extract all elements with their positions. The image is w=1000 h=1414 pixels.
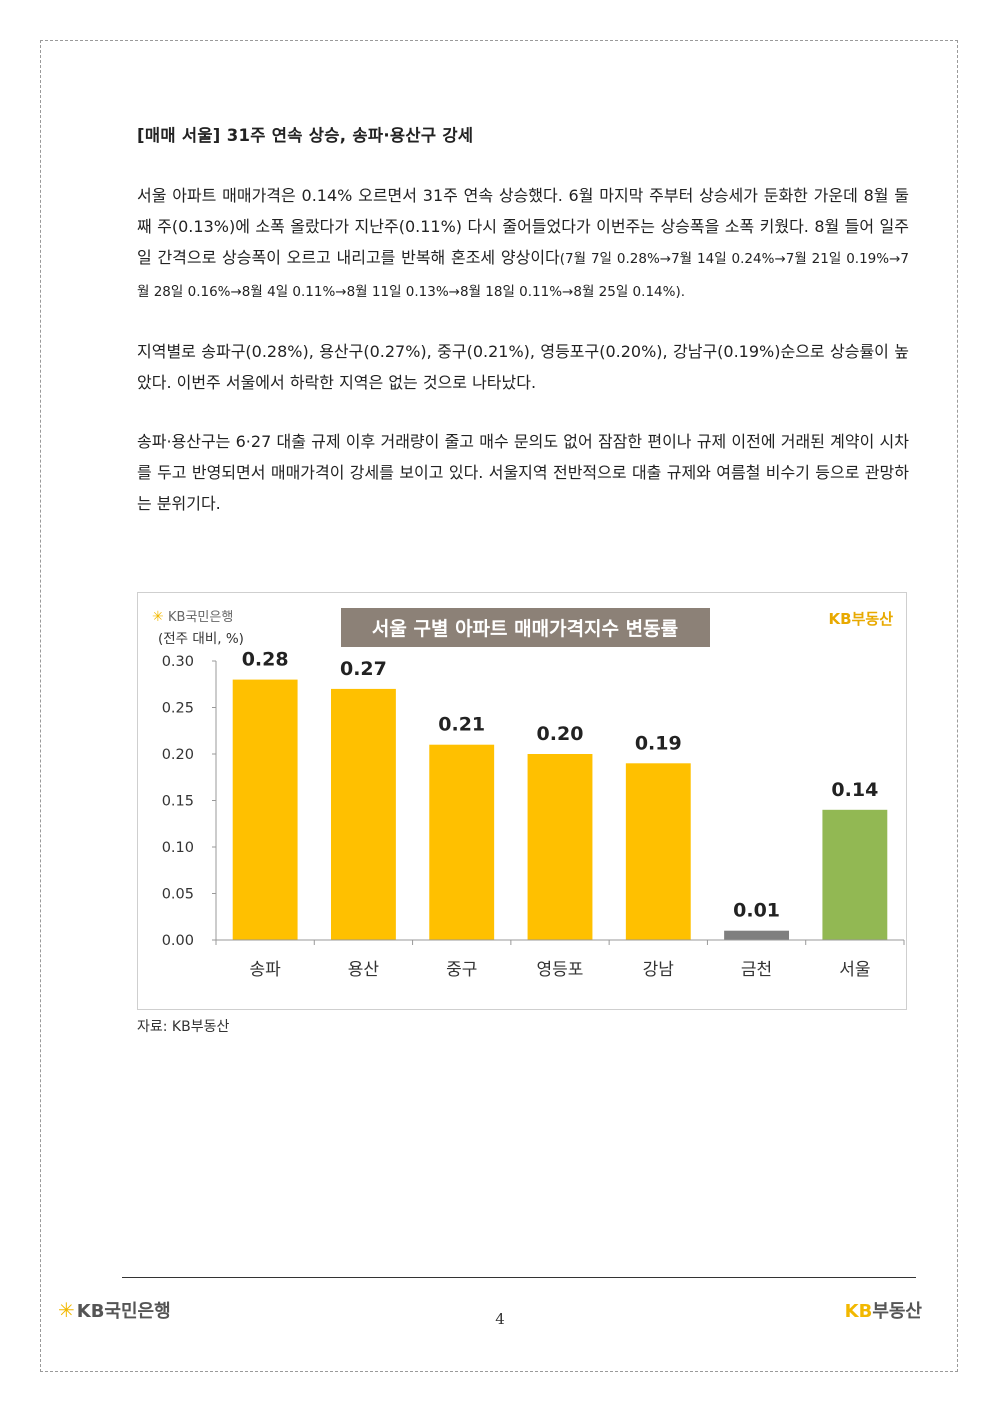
chart-logo-right: KB부동산: [829, 610, 894, 628]
y-tick-label: 0.15: [162, 794, 194, 810]
y-axis: 0.00 0.05 0.10 0.15 0.20 0.25 0.30: [162, 654, 217, 949]
x-category-label: 중구: [446, 960, 477, 980]
bar-chart-svg: ✳ KB국민은행 (전주 대비, %) 서울 구별 아파트 매매가격지수 변동률…: [152, 608, 905, 980]
kb-star-icon: ✳: [58, 1298, 75, 1322]
section-heading: [매매 서울] 31주 연속 상승, 송파·용산구 강세: [137, 126, 474, 145]
page-frame: [40, 40, 958, 1372]
y-tick-label: 0.10: [162, 840, 194, 856]
x-category-label: 금천: [741, 960, 772, 980]
chart-logo-left-text: KB국민은행: [168, 609, 233, 625]
bars: 0.28 0.27 0.21 0.20 0.19 0.01 0.14: [232, 649, 888, 940]
y-axis-unit-label: (전주 대비, %): [158, 631, 244, 647]
bar-용산: [330, 688, 396, 940]
bar-value-label: 0.28: [242, 649, 289, 671]
chart-title-background: [341, 608, 710, 647]
bar-value-label: 0.01: [733, 900, 780, 922]
bar-chart: ✳ KB국민은행 (전주 대비, %) 서울 구별 아파트 매매가격지수 변동률…: [137, 592, 907, 1010]
y-tick-label: 0.05: [162, 887, 194, 903]
x-category-label: 강남: [643, 960, 675, 980]
bar-서울: [822, 809, 888, 940]
chart-logo-left: ✳ KB국민은행: [152, 609, 233, 625]
x-category-label: 용산: [348, 960, 380, 980]
bar-금천: [724, 930, 790, 940]
x-category-label: 송파: [250, 960, 282, 980]
kb-star-icon: ✳: [152, 609, 164, 625]
bar-강남: [625, 763, 691, 940]
paragraph-1-main: 서울 아파트 매매가격은 0.14% 오르면서 31주 연속 상승했다. 6월 …: [137, 186, 909, 267]
footer-logo-left-text: KB국민은행: [76, 1301, 171, 1322]
footer-logo-right-kb: KB: [844, 1301, 873, 1322]
bar-value-label: 0.14: [831, 779, 878, 801]
bar-value-label: 0.27: [340, 658, 387, 680]
bar-value-label: 0.19: [635, 732, 682, 754]
y-tick-label: 0.20: [162, 747, 194, 763]
paragraph-3: 송파·용산구는 6·27 대출 규제 이후 거래량이 줄고 매수 문의도 없어 …: [137, 432, 909, 513]
y-tick-label: 0.00: [162, 933, 194, 949]
paragraph-1-detail: (7월 7일 0.28%→7월 14일 0.24%→7월 21일 0.19%→7…: [137, 251, 909, 300]
bar-value-label: 0.21: [438, 714, 485, 736]
footer-divider: [122, 1277, 916, 1278]
footer-logo-kb-realestate: KB부동산: [845, 1297, 922, 1323]
x-axis: 송파 용산 중구 영등포 강남 금천 서울: [215, 939, 905, 980]
bar-value-label: 0.20: [537, 723, 584, 745]
y-tick-label: 0.30: [162, 654, 194, 670]
article-body: [매매 서울] 31주 연속 상승, 송파·용산구 강세 서울 아파트 매매가격…: [137, 122, 909, 547]
y-tick-label: 0.25: [162, 701, 194, 717]
paragraph-1: 서울 아파트 매매가격은 0.14% 오르면서 31주 연속 상승했다. 6월 …: [137, 180, 909, 308]
bar-영등포: [527, 754, 593, 940]
bar-송파: [232, 679, 298, 940]
x-category-label: 서울: [839, 960, 870, 980]
paragraph-2: 지역별로 송파구(0.28%), 용산구(0.27%), 중구(0.21%), …: [137, 342, 909, 392]
source-note: 자료: KB부동산: [137, 1019, 230, 1035]
footer-logo-kb-bank: ✳ KB국민은행: [58, 1297, 171, 1323]
x-category-label: 영등포: [537, 960, 584, 980]
bar-중구: [429, 744, 495, 940]
chart-title: 서울 구별 아파트 매매가격지수 변동률: [372, 618, 678, 640]
footer-logo-right-text: 부동산: [872, 1301, 922, 1322]
page-number: 4: [495, 1310, 505, 1328]
